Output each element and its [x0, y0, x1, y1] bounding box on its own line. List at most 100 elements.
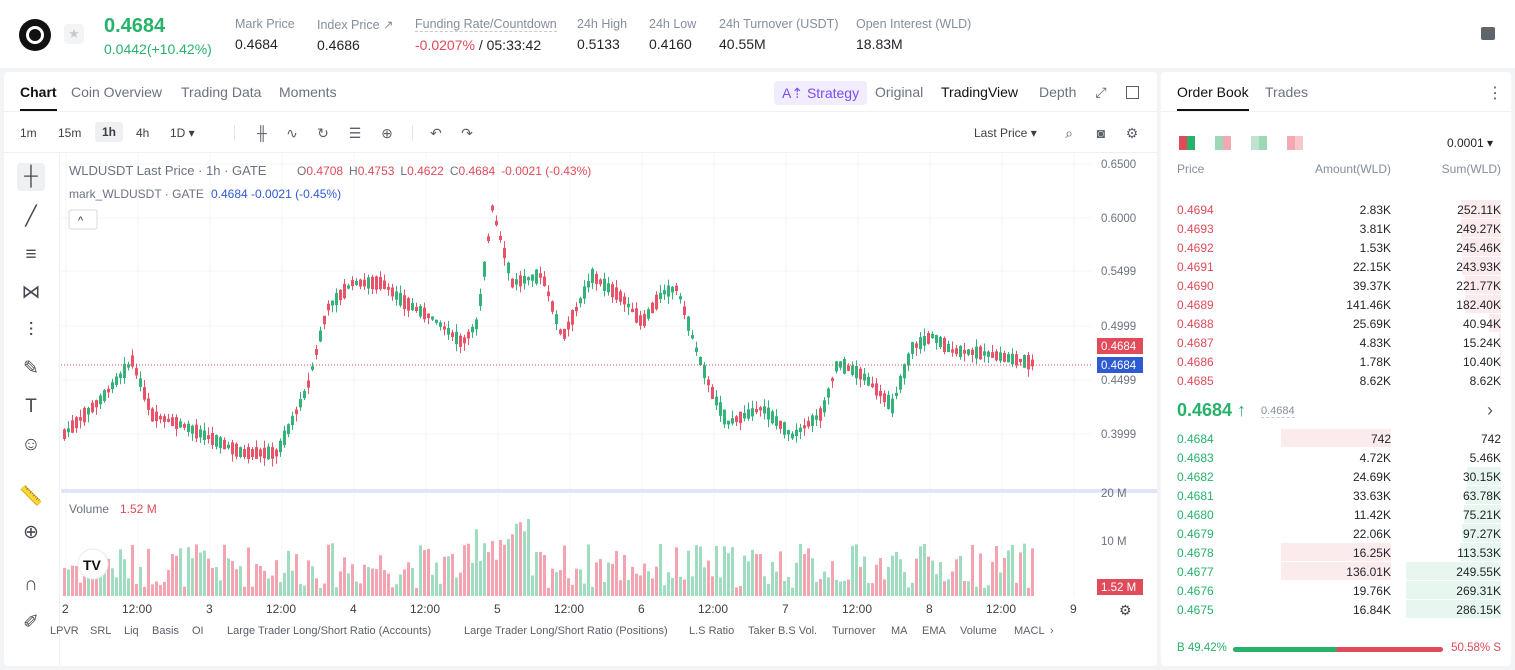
indicator-ls-accounts[interactable]: Large Trader Long/Short Ratio (Accounts) [227, 625, 432, 637]
ask-row[interactable]: 0.4686 1.78K 10.40K [1161, 352, 1511, 371]
volume-bar [631, 566, 634, 596]
collapse-legend-button[interactable] [68, 209, 98, 230]
tab-trades[interactable]: Trades [1265, 84, 1309, 100]
redo-icon[interactable]: ↷ [461, 125, 473, 141]
indicator-ema[interactable]: EMA [922, 625, 946, 637]
undo-icon[interactable]: ↶ [430, 125, 442, 141]
magnet-icon[interactable]: ∩ [24, 574, 38, 595]
ruler-icon[interactable]: 📏 [19, 486, 43, 507]
candle-body [691, 335, 694, 339]
indicator-lpvr[interactable]: LPVR [50, 625, 79, 637]
indicator-turnover[interactable]: Turnover [832, 625, 876, 637]
precision-select[interactable]: 0.0001 ▾ [1447, 136, 1494, 150]
indicator-oi[interactable]: OI [192, 625, 204, 637]
order-price: 0.4686 [1177, 355, 1214, 369]
candle-body [907, 353, 910, 366]
volume-bar [963, 580, 966, 596]
text-icon[interactable]: T [25, 396, 37, 417]
settings-list-icon[interactable]: ☰ [348, 125, 362, 141]
bid-row[interactable]: 0.4682 24.69K 30.15K [1161, 467, 1511, 486]
bid-row[interactable]: 0.4675 16.84K 286.15K [1161, 600, 1511, 619]
timeframe-1d-dropdown[interactable]: 1D ▾ [170, 126, 195, 140]
indicator-srl[interactable]: SRL [90, 625, 112, 637]
bid-row[interactable]: 0.4683 4.72K 5.46K [1161, 448, 1511, 467]
bid-row[interactable]: 0.4677 136.01K 249.55K [1161, 562, 1511, 581]
scroll-right-icon[interactable]: › [1050, 625, 1054, 637]
ask-row[interactable]: 0.4690 39.37K 221.77K [1161, 276, 1511, 295]
candle-type-icon[interactable]: ╫ [257, 125, 267, 141]
gear-icon[interactable]: ⚙ [1125, 125, 1139, 141]
indicator-liq[interactable]: Liq [124, 625, 139, 637]
add-icon[interactable]: ⊕ [381, 125, 393, 141]
book-icon[interactable] [1481, 27, 1495, 40]
chevron-right-icon[interactable]: › [1487, 400, 1493, 420]
bid-row[interactable]: 0.4679 22.06K 97.27K [1161, 524, 1511, 543]
ask-row[interactable]: 0.4687 4.83K 15.24K [1161, 333, 1511, 352]
indicator-ls-positions[interactable]: Large Trader Long/Short Ratio (Positions… [464, 625, 668, 637]
timeframe-15m[interactable]: 15m [58, 126, 82, 140]
ask-row[interactable]: 0.4693 3.81K 249.27K [1161, 219, 1511, 238]
volume-bar [75, 566, 78, 596]
view-both-icon[interactable] [1179, 136, 1195, 150]
view-asks-icon[interactable] [1287, 136, 1303, 150]
indicator-ls-ratio[interactable]: L.S Ratio [689, 625, 735, 637]
tab-chart[interactable]: Chart [20, 84, 57, 111]
settings-gear-icon[interactable]: ⚙ [1119, 602, 1132, 618]
pencil-lock-icon[interactable]: ✐ [23, 612, 39, 633]
fib-icon[interactable]: ⫶ [28, 320, 34, 341]
ask-row[interactable]: 0.4691 22.15K 243.93K [1161, 257, 1511, 276]
timeframe-1h[interactable]: 1h [95, 122, 124, 142]
bid-row[interactable]: 0.4678 16.25K 113.53K [1161, 543, 1511, 562]
tab-original[interactable]: Original [875, 84, 924, 100]
price-source-select[interactable]: Last Price ▾ [974, 126, 1037, 140]
candlestick-chart[interactable]: WLDUSDT Last Price · 1h · GATE O0.4708 H0… [61, 153, 1157, 666]
candle-body [963, 349, 966, 354]
bid-row[interactable]: 0.4676 19.76K 269.31K [1161, 581, 1511, 600]
indicators-icon[interactable]: ∿ [286, 125, 298, 141]
indicator-taker-vol[interactable]: Taker B.S Vol. [748, 625, 818, 637]
index-price-stat[interactable]: Index Price ↗ 0.4686 [317, 18, 394, 53]
ask-row[interactable]: 0.4688 25.69K 40.94K [1161, 314, 1511, 333]
tab-tradingview[interactable]: TradingView [941, 84, 1019, 100]
pane-separator[interactable] [61, 489, 1157, 493]
window-icon[interactable] [1126, 86, 1139, 99]
indicator-basis[interactable]: Basis [152, 625, 179, 637]
indicator-macl[interactable]: MACL [1014, 625, 1045, 637]
ask-row[interactable]: 0.4694 2.83K 252.11K [1161, 200, 1511, 219]
bid-row[interactable]: 0.4680 11.42K 75.21K [1161, 505, 1511, 524]
more-icon[interactable]: ⋮ [1487, 85, 1503, 102]
crosshair-icon[interactable]: ┼ [17, 163, 45, 191]
indicator-volume[interactable]: Volume [960, 625, 997, 637]
expand-icon[interactable]: ⤢ [1095, 84, 1107, 100]
ask-row[interactable]: 0.4689 141.46K 182.40K [1161, 295, 1511, 314]
ask-row[interactable]: 0.4685 8.62K 8.62K [1161, 371, 1511, 390]
zoom-in-icon[interactable]: ⊕ [23, 522, 39, 543]
candle-body [1019, 359, 1022, 363]
tab-trading-data[interactable]: Trading Data [181, 84, 262, 100]
timeframe-1m[interactable]: 1m [20, 126, 37, 140]
order-amount: 141.46K [1346, 298, 1391, 312]
tab-moments[interactable]: Moments [279, 84, 337, 100]
view-bids-icon[interactable] [1251, 136, 1267, 150]
view-split-icon[interactable] [1215, 136, 1231, 150]
bid-row[interactable]: 0.4684 742 742 [1161, 429, 1511, 448]
search-icon[interactable]: ⌕ [1065, 125, 1073, 141]
timeframe-4h[interactable]: 4h [136, 126, 150, 140]
indicator-ma[interactable]: MA [891, 625, 908, 637]
tab-depth[interactable]: Depth [1039, 84, 1077, 100]
volume-bar [699, 546, 702, 596]
horizontal-lines-icon[interactable]: ≡ [25, 244, 37, 265]
strategy-button[interactable]: A⇡ Strategy [774, 81, 868, 105]
emoji-icon[interactable]: ☺ [21, 434, 41, 455]
favorite-star-icon[interactable]: ★ [64, 24, 84, 44]
brush-icon[interactable]: ✎ [23, 358, 39, 379]
bid-row[interactable]: 0.4681 33.63K 63.78K [1161, 486, 1511, 505]
volume-bar [183, 586, 186, 596]
trendline-icon[interactable]: ╱ [25, 206, 37, 227]
tab-coin-overview[interactable]: Coin Overview [71, 84, 163, 100]
pattern-icon[interactable]: ⋈ [21, 282, 41, 303]
tab-order-book[interactable]: Order Book [1177, 84, 1249, 111]
camera-icon[interactable]: ◙ [1096, 125, 1106, 141]
refresh-icon[interactable]: ↻ [317, 125, 329, 141]
ask-row[interactable]: 0.4692 1.53K 245.46K [1161, 238, 1511, 257]
